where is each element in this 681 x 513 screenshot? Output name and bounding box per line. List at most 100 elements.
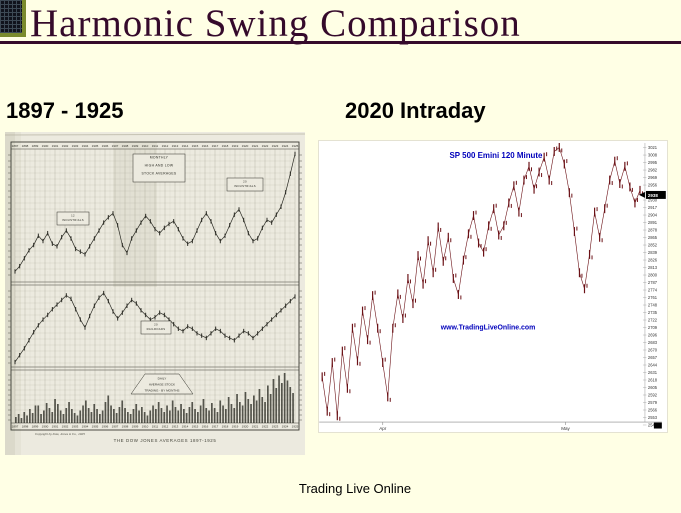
svg-text:1902: 1902 (62, 425, 69, 429)
svg-text:2774: 2774 (648, 287, 658, 292)
svg-text:1915: 1915 (192, 144, 199, 148)
slide-design-grid-icon (0, 0, 26, 37)
svg-text:2709: 2709 (648, 325, 658, 330)
svg-text:1900: 1900 (42, 144, 49, 148)
svg-text:1925: 1925 (292, 425, 299, 429)
svg-text:2644: 2644 (648, 362, 658, 367)
svg-text:3021: 3021 (648, 145, 658, 150)
svg-text:1905: 1905 (92, 144, 99, 148)
svg-text:2579: 2579 (648, 400, 658, 405)
svg-text:1911: 1911 (152, 425, 159, 429)
svg-text:2787: 2787 (648, 280, 658, 285)
svg-text:20: 20 (154, 323, 158, 327)
svg-text:SP 500 Emini 120 Minute: SP 500 Emini 120 Minute (450, 151, 544, 160)
svg-text:1908: 1908 (122, 144, 129, 148)
svg-text:2982: 2982 (648, 167, 658, 172)
svg-text:1906: 1906 (102, 144, 109, 148)
svg-text:1901: 1901 (52, 425, 59, 429)
svg-text:1904: 1904 (82, 425, 89, 429)
svg-text:HIGH AND LOW: HIGH AND LOW (145, 164, 174, 168)
sp500-emini-2020-chart-image: 3021300829952982296929562943293029172904… (318, 140, 668, 433)
dow-jones-chart-svg: 1897189718981898189918991900190019011901… (5, 132, 305, 455)
svg-text:INDUSTRIALS: INDUSTRIALS (234, 184, 256, 188)
footer-branding: Trading Live Online (298, 481, 412, 496)
svg-text:2800: 2800 (648, 272, 658, 277)
svg-text:20: 20 (243, 180, 247, 184)
svg-text:1924: 1924 (282, 144, 289, 148)
svg-text:1909: 1909 (132, 425, 139, 429)
svg-text:1914: 1914 (182, 144, 189, 148)
svg-text:2735: 2735 (648, 310, 658, 315)
svg-text:1924: 1924 (282, 425, 289, 429)
svg-text:1899: 1899 (32, 144, 39, 148)
svg-text:2696: 2696 (648, 332, 658, 337)
svg-text:1898: 1898 (22, 425, 29, 429)
svg-text:1916: 1916 (202, 144, 209, 148)
svg-text:2930: 2930 (648, 197, 658, 202)
svg-text:1921: 1921 (252, 144, 259, 148)
svg-text:3008: 3008 (648, 152, 658, 157)
svg-text:THE DOW JONES AVERAGES 1897-19: THE DOW JONES AVERAGES 1897-1925 (114, 438, 217, 443)
svg-text:1903: 1903 (72, 144, 79, 148)
svg-text:1923: 1923 (272, 144, 279, 148)
svg-text:2566: 2566 (648, 407, 658, 412)
svg-text:DAILY: DAILY (158, 377, 167, 381)
svg-text:1913: 1913 (172, 425, 179, 429)
svg-text:1918: 1918 (222, 425, 229, 429)
svg-text:2722: 2722 (648, 317, 658, 322)
svg-text:2605: 2605 (648, 385, 658, 390)
svg-text:2995: 2995 (648, 160, 658, 165)
svg-text:1912: 1912 (162, 144, 169, 148)
svg-text:1908: 1908 (122, 425, 129, 429)
svg-text:2865: 2865 (648, 235, 658, 240)
svg-text:1897: 1897 (12, 425, 19, 429)
svg-text:AVERAGE STOCK: AVERAGE STOCK (149, 383, 176, 387)
svg-text:1898: 1898 (22, 144, 29, 148)
svg-text:2826: 2826 (648, 257, 658, 262)
svg-text:www.TradingLiveOnline.com: www.TradingLiveOnline.com (440, 325, 536, 332)
svg-text:1918: 1918 (222, 144, 229, 148)
svg-text:STOCK AVERAGES: STOCK AVERAGES (142, 172, 177, 176)
svg-text:2956: 2956 (648, 182, 658, 187)
svg-text:1903: 1903 (72, 425, 79, 429)
svg-text:1911: 1911 (152, 144, 159, 148)
svg-text:INDUSTRIALS: INDUSTRIALS (62, 218, 84, 222)
right-chart-period-label: 2020 Intraday (345, 98, 486, 123)
svg-text:2748: 2748 (648, 302, 658, 307)
sp500-chart-svg: 3021300829952982296929562943293029172904… (319, 142, 666, 431)
svg-text:1914: 1914 (182, 425, 189, 429)
svg-text:2878: 2878 (648, 227, 658, 232)
svg-text:2891: 2891 (648, 220, 658, 225)
svg-text:1905: 1905 (92, 425, 99, 429)
svg-text:1900: 1900 (42, 425, 49, 429)
svg-text:2839: 2839 (648, 250, 658, 255)
svg-text:1904: 1904 (82, 144, 89, 148)
svg-text:1913: 1913 (172, 144, 179, 148)
svg-text:1921: 1921 (252, 425, 259, 429)
svg-text:1922: 1922 (262, 144, 269, 148)
svg-text:2618: 2618 (648, 377, 658, 382)
svg-text:1909: 1909 (132, 144, 139, 148)
svg-text:RAILROADS: RAILROADS (147, 327, 166, 331)
svg-text:2969: 2969 (648, 175, 658, 180)
svg-text:TRADING - BY MONTHS: TRADING - BY MONTHS (144, 389, 179, 393)
svg-text:Copyright by Dow, Jones & Co.,: Copyright by Dow, Jones & Co., 1925 (35, 432, 85, 436)
svg-text:1917: 1917 (212, 144, 219, 148)
svg-text:1917: 1917 (212, 425, 219, 429)
left-chart-period-label: 1897 - 1925 (6, 98, 124, 123)
svg-text:2917: 2917 (648, 205, 658, 210)
svg-text:1919: 1919 (232, 425, 239, 429)
svg-text:1915: 1915 (192, 425, 199, 429)
title-underline (0, 41, 681, 44)
svg-text:2670: 2670 (648, 347, 658, 352)
slide-title: Harmonic Swing Comparison (30, 2, 521, 45)
svg-text:2813: 2813 (648, 265, 658, 270)
svg-text:1920: 1920 (242, 144, 249, 148)
svg-text:1907: 1907 (112, 425, 119, 429)
svg-text:2938: 2938 (648, 193, 658, 198)
svg-text:2761: 2761 (648, 295, 658, 300)
svg-text:Apr: Apr (379, 426, 387, 431)
svg-text:12: 12 (71, 214, 75, 218)
svg-text:1901: 1901 (52, 144, 59, 148)
svg-text:2540: 2540 (648, 422, 658, 427)
